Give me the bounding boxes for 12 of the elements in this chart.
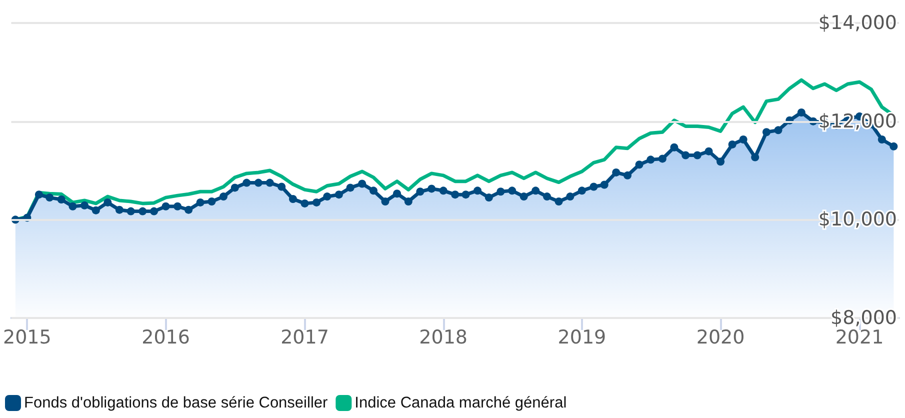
x-tick-label: 2020 (696, 326, 745, 348)
legend-label: Fonds d'obligations de base série Conseiller (24, 394, 328, 412)
legend-label: Indice Canada marché général (354, 394, 567, 412)
x-tick-label: 2021 (835, 326, 884, 348)
x-tick-label: 2015 (2, 326, 52, 348)
y-tick-label: $8,000 (830, 307, 897, 329)
x-tick-label: 2017 (280, 326, 329, 348)
y-tick-label: $10,000 (818, 208, 897, 231)
x-tick-label: 2019 (558, 326, 606, 348)
x-tick-label: 2018 (419, 326, 468, 348)
y-tick-label: $14,000 (818, 12, 897, 34)
x-tick-label: 2016 (142, 326, 190, 348)
